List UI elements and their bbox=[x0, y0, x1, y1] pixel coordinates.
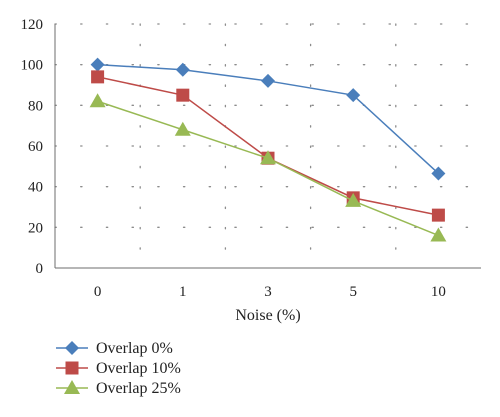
data-point bbox=[176, 88, 190, 102]
x-tick-label: 1 bbox=[179, 284, 187, 300]
y-tick-label: 100 bbox=[21, 58, 44, 74]
series-0 bbox=[90, 57, 446, 181]
y-tick-label: 0 bbox=[36, 261, 44, 277]
y-tick-label: 80 bbox=[28, 98, 43, 114]
legend-label: Overlap 10% bbox=[96, 360, 181, 377]
data-point bbox=[431, 166, 446, 181]
x-tick-label: 10 bbox=[431, 284, 446, 300]
series bbox=[89, 57, 447, 242]
y-tick-label: 120 bbox=[21, 17, 44, 33]
x-tick-label: 0 bbox=[94, 284, 102, 300]
legend-label: Overlap 25% bbox=[96, 380, 181, 397]
x-tick-label: 5 bbox=[349, 284, 357, 300]
data-point bbox=[346, 88, 361, 103]
data-point bbox=[90, 57, 105, 72]
y-tick-label: 20 bbox=[28, 220, 43, 236]
x-axis-title: Noise (%) bbox=[235, 307, 300, 324]
series-1 bbox=[91, 70, 445, 222]
data-point bbox=[174, 121, 191, 136]
legend-marker bbox=[65, 341, 79, 355]
y-tick-labels: 0 20 40 60 80 100 120 bbox=[21, 17, 44, 277]
legend-marker bbox=[65, 361, 79, 375]
legend-item: Overlap 10% bbox=[56, 360, 181, 377]
data-point bbox=[430, 227, 447, 242]
x-tick-label: 3 bbox=[264, 284, 272, 300]
legend-item: Overlap 0% bbox=[56, 340, 173, 357]
data-point bbox=[91, 70, 105, 84]
series-line bbox=[97, 76, 439, 216]
data-point bbox=[261, 73, 275, 88]
grid bbox=[54, 23, 482, 269]
y-tick-label: 40 bbox=[28, 180, 43, 196]
x-tick-labels: 0 1 3 5 10 bbox=[94, 284, 446, 300]
legend: Overlap 0% Overlap 10% Overlap 25% bbox=[56, 340, 181, 397]
data-point bbox=[89, 93, 106, 108]
y-tick-label: 60 bbox=[28, 139, 43, 155]
series-2 bbox=[89, 93, 447, 242]
series-line bbox=[97, 100, 439, 237]
data-point bbox=[175, 62, 190, 77]
legend-marker bbox=[64, 380, 80, 394]
legend-label: Overlap 0% bbox=[96, 340, 173, 357]
data-point bbox=[431, 208, 445, 222]
data-point bbox=[260, 150, 276, 165]
data-point bbox=[345, 192, 362, 207]
axes bbox=[54, 24, 481, 269]
legend-item: Overlap 25% bbox=[56, 380, 181, 397]
